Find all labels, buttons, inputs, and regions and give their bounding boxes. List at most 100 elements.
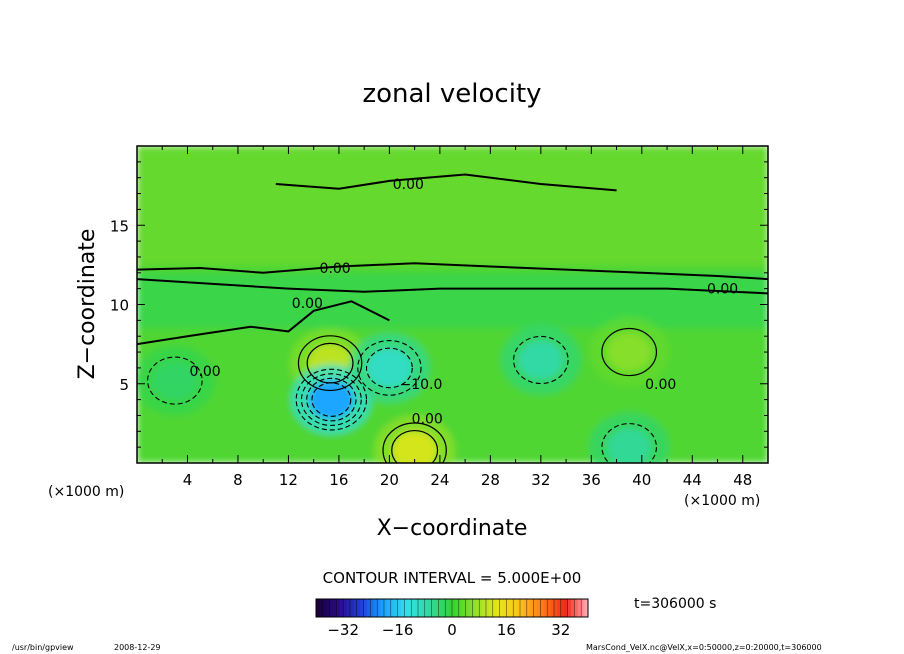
colorbar-cell xyxy=(526,599,531,617)
middle-layer-band xyxy=(137,272,768,329)
colorbar-cell xyxy=(472,599,477,617)
colorbar-cell xyxy=(482,599,487,617)
colorbar-cell xyxy=(367,599,371,617)
negative-contour xyxy=(311,382,352,417)
footer-right: MarsCond_VelX.nc@VelX,x=0:50000,z=0:2000… xyxy=(586,643,822,652)
colorbar-cell xyxy=(418,599,422,617)
contour-labels: 0.00 0.00 0.00 0.00 0.00 −10.0 0.00 0.00 xyxy=(190,177,739,428)
x-tick-label: 12 xyxy=(279,471,298,489)
colorbar-tick-label: −32 xyxy=(327,621,359,639)
negative-contour xyxy=(513,335,569,385)
colorbar xyxy=(315,598,589,618)
colorbar-cell xyxy=(316,599,320,617)
colorbar-cell xyxy=(509,599,514,617)
x-tick-label: 48 xyxy=(733,471,752,489)
footer-left-path: /usr/bin/gpview xyxy=(12,643,74,652)
colorbar-cell xyxy=(404,599,409,617)
colorbar-cell xyxy=(428,599,432,617)
colorbar-cell xyxy=(370,599,375,617)
x-tick-label: 40 xyxy=(632,471,651,489)
x-unit-left: (×1000 m) xyxy=(48,484,124,500)
velocity-field xyxy=(137,146,768,463)
y-tick-label: 5 xyxy=(119,376,129,394)
upper-layer-band xyxy=(137,146,768,265)
colorbar-cell xyxy=(452,599,456,617)
colorbar-cell xyxy=(530,599,534,617)
colorbar-cell xyxy=(564,599,568,617)
field-feature-core xyxy=(606,427,652,463)
colorbar-cell xyxy=(390,599,395,617)
zero-contour xyxy=(275,173,617,192)
colorbar-cell xyxy=(469,599,473,617)
colorbar-cell xyxy=(356,599,361,617)
chart-title: zonal velocity xyxy=(362,79,541,109)
colorbar-cell xyxy=(377,599,381,617)
colorbar-cell xyxy=(557,599,562,617)
colorbar-cell xyxy=(414,599,419,617)
positive-contour xyxy=(382,422,447,463)
contour-label: 0.00 xyxy=(190,364,221,380)
colorbar-cell xyxy=(448,599,453,617)
colorbar-cell xyxy=(581,599,585,617)
x-tick-label: 28 xyxy=(481,471,500,489)
colorbar-cell xyxy=(567,599,572,617)
colorbar-cell xyxy=(350,599,354,617)
colorbar-cell xyxy=(397,599,402,617)
x-tick-label: 24 xyxy=(430,471,449,489)
colorbar-cell xyxy=(516,599,521,617)
colorbar-cell xyxy=(523,599,528,617)
time-label: t=306000 s xyxy=(634,596,716,612)
colorbar-tick-label: 16 xyxy=(497,621,516,639)
colorbar-cell xyxy=(431,599,436,617)
colorbar-frame xyxy=(315,598,589,618)
colorbar-cell xyxy=(407,599,412,617)
colorbar-cell xyxy=(387,599,392,617)
footer-left-date: 2008-12-29 xyxy=(114,643,161,652)
colorbar-cell xyxy=(319,599,324,617)
colorbar-cell xyxy=(353,599,358,617)
zero-contour xyxy=(137,300,390,346)
field-feature-core xyxy=(152,361,198,400)
negative-contour xyxy=(365,347,413,389)
colorbar-cell xyxy=(584,599,589,617)
x-tick-label: 32 xyxy=(531,471,550,489)
negative-contour xyxy=(300,373,362,426)
colorbar-cell xyxy=(380,599,385,617)
colorbar-cell xyxy=(435,599,439,617)
negative-contour xyxy=(295,368,368,431)
colorbar-cell xyxy=(499,599,504,617)
positive-contour xyxy=(391,429,439,463)
colorbar-cell xyxy=(577,599,582,617)
colorbar-cell xyxy=(329,599,334,617)
colorbar-cell xyxy=(571,599,575,617)
colorbar-cell xyxy=(462,599,466,617)
colorbar-cell xyxy=(424,599,429,617)
field-feature-core xyxy=(392,431,437,463)
field-feature-core xyxy=(606,332,652,372)
colorbar-cell xyxy=(336,599,341,617)
y-axis-label: Z−coordinate xyxy=(75,229,100,380)
field-feature-core xyxy=(309,380,354,419)
colorbar-cell xyxy=(574,599,579,617)
colorbar-cell xyxy=(506,599,511,617)
colorbar-cell xyxy=(360,599,364,617)
colorbar-cell xyxy=(537,599,541,617)
colorbar-cell xyxy=(547,599,551,617)
colorbar-cell xyxy=(455,599,460,617)
colorbar-cell xyxy=(513,599,517,617)
x-unit-right: (×1000 m) xyxy=(684,493,760,509)
colorbar-tick-label: 0 xyxy=(447,621,457,639)
contour-label: 0.00 xyxy=(393,177,424,193)
colorbar-cell xyxy=(540,599,545,617)
field-feature-core xyxy=(367,348,412,388)
colorbar-cell xyxy=(326,599,330,617)
contour-interval: CONTOUR INTERVAL = 5.000E+00 xyxy=(323,569,582,587)
positive-contour xyxy=(297,335,363,392)
colorbar-cell xyxy=(401,599,405,617)
colorbar-cell xyxy=(339,599,344,617)
negative-contour xyxy=(147,356,203,405)
colorbar-ticks: −32 −16 0 16 32 xyxy=(327,621,570,639)
colorbar-cell xyxy=(394,599,398,617)
